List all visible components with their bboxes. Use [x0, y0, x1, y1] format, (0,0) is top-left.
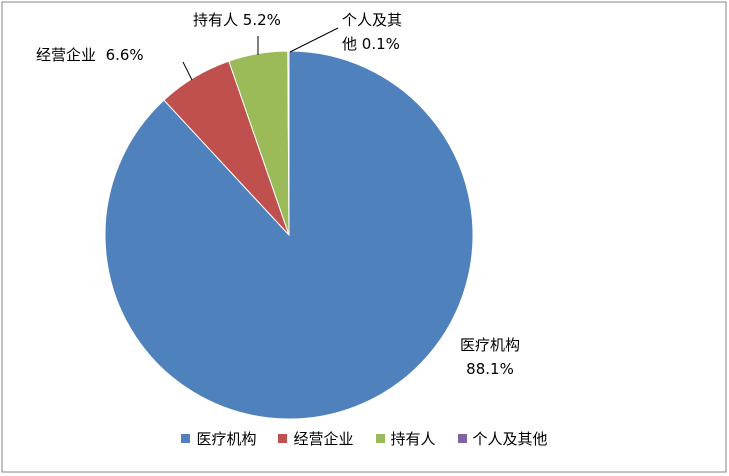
- legend: 医疗机构 经营企业 持有人 个人及其他: [0, 428, 729, 449]
- label-category: 经营企业: [36, 46, 97, 64]
- label-value: 0.1%: [361, 35, 400, 53]
- legend-item: 持有人: [375, 428, 436, 449]
- legend-swatch: [278, 434, 288, 443]
- legend-swatch: [181, 434, 191, 443]
- legend-label: 个人及其他: [472, 430, 548, 448]
- legend-swatch: [457, 434, 467, 443]
- data-label: 持有人 5.2%: [193, 8, 281, 32]
- leader-line: [182, 61, 193, 81]
- legend-label: 持有人: [390, 430, 436, 448]
- label-value: 5.2%: [242, 11, 281, 29]
- legend-label: 医疗机构: [196, 430, 257, 448]
- legend-label: 经营企业: [293, 430, 354, 448]
- legend-swatch: [375, 434, 385, 443]
- label-category: 医疗机构: [459, 336, 520, 354]
- data-label: 个人及其他 0.1%: [342, 8, 408, 56]
- pie-slice: [287, 50, 290, 236]
- leader-line: [289, 27, 339, 53]
- label-category: 持有人: [193, 11, 239, 29]
- label-category: 个人及其他: [342, 11, 403, 53]
- data-label: 医疗机构 88.1%: [445, 333, 535, 381]
- data-label: 经营企业 6.6%: [36, 43, 144, 67]
- legend-item: 个人及其他: [457, 428, 548, 449]
- legend-item: 医疗机构: [181, 428, 256, 449]
- legend-item: 经营企业: [278, 428, 354, 449]
- label-value: 6.6%: [105, 46, 144, 64]
- label-value: 88.1%: [466, 360, 514, 378]
